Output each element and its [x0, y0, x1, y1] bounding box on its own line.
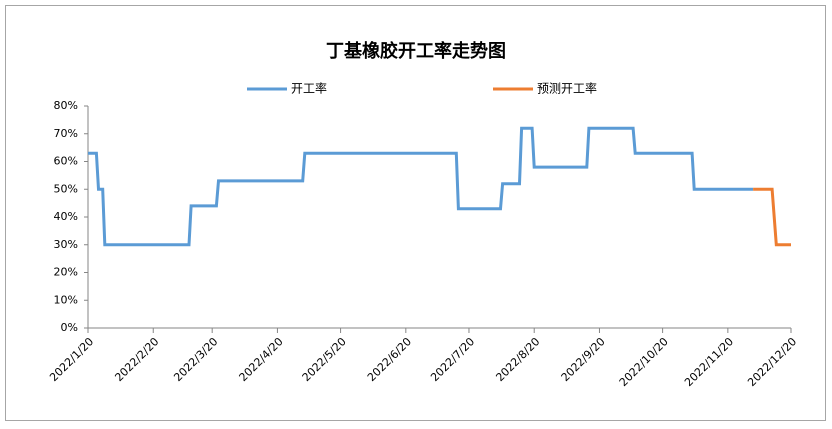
- legend-label: 开工率: [291, 81, 327, 96]
- y-tick-label: 80%: [54, 99, 78, 112]
- line-series: [88, 126, 754, 247]
- chart-title: 丁基橡胶开工率走势图: [326, 40, 506, 62]
- y-tick-label: 10%: [54, 293, 78, 306]
- y-tick-label: 70%: [54, 127, 78, 140]
- line-series: [753, 187, 791, 247]
- chart-frame: [5, 5, 826, 421]
- y-tick-label: 50%: [54, 182, 78, 195]
- y-tick-label: 20%: [54, 266, 78, 279]
- y-tick-label: 30%: [54, 238, 78, 251]
- y-tick-label: 60%: [54, 155, 78, 168]
- y-tick-label: 0%: [61, 321, 78, 334]
- legend-label: 预测开工率: [537, 81, 597, 96]
- y-tick-label: 40%: [54, 210, 78, 223]
